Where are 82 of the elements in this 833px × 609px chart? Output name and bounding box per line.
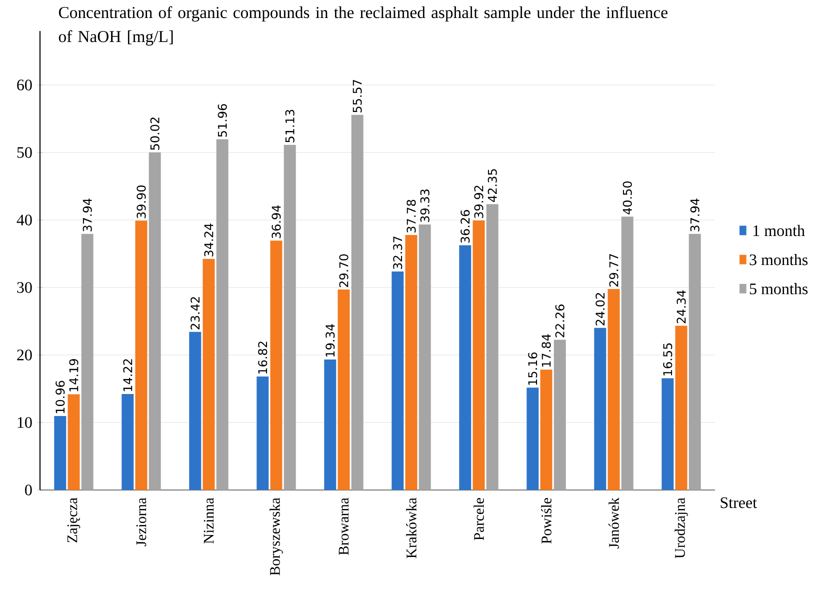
y-tick-label: 30	[17, 282, 32, 293]
bar	[189, 332, 202, 490]
data-label: 22.26	[555, 304, 564, 338]
bar	[122, 394, 134, 490]
legend-label: 5 months	[750, 283, 808, 294]
data-label: 14.22	[123, 359, 132, 392]
data-label: 37.78	[406, 200, 416, 232]
data-label: 36.26	[460, 210, 470, 243]
bar	[675, 326, 688, 490]
bar	[688, 234, 701, 490]
data-label: 29.70	[339, 254, 348, 288]
x-tick-label: Powiśle	[541, 498, 552, 544]
data-label: 42.35	[488, 169, 497, 202]
data-label: 50.02	[150, 118, 160, 150]
x-tick-label: Urodzajna	[674, 498, 688, 558]
bar	[256, 376, 269, 490]
bar	[540, 370, 552, 490]
x-tick-label: Nizinna	[204, 498, 214, 544]
bar	[472, 220, 485, 490]
data-label: 37.94	[690, 198, 700, 232]
y-tick-label: 0	[25, 484, 32, 496]
data-label: 32.37	[393, 236, 402, 269]
bar	[81, 234, 94, 490]
data-label: 14.19	[69, 359, 78, 392]
bar	[405, 234, 418, 490]
bar	[284, 144, 296, 490]
data-label: 39.92	[474, 186, 484, 218]
y-tick-label: 50	[17, 147, 32, 158]
bar	[135, 220, 148, 490]
data-label: 39.90	[136, 186, 146, 218]
bar	[54, 416, 66, 490]
bar	[338, 290, 350, 490]
bar	[459, 245, 472, 490]
bar	[68, 394, 80, 490]
bar	[216, 139, 228, 490]
x-tick-label: Krakówka	[406, 498, 416, 558]
bar	[324, 359, 336, 490]
y-tick-label: 60	[17, 80, 32, 90]
data-label: 39.33	[420, 190, 430, 222]
data-label: 51.96	[218, 104, 227, 137]
legend-label: 1 month	[754, 224, 805, 236]
data-label: 10.96	[56, 380, 65, 414]
bar	[621, 216, 634, 490]
x-axis-title: Street	[720, 497, 757, 508]
bar	[351, 114, 364, 490]
data-label: 55.57	[352, 80, 362, 112]
bar	[554, 340, 566, 490]
data-label: 36.94	[272, 205, 281, 238]
bar	[608, 289, 620, 490]
bar	[418, 224, 431, 490]
bar	[392, 271, 404, 490]
data-label: 16.82	[258, 342, 268, 374]
bar	[662, 378, 674, 490]
data-label: 19.34	[326, 324, 335, 357]
data-label: 23.42	[190, 297, 200, 330]
bar	[526, 388, 539, 490]
x-tick-label: Zajęcza	[67, 498, 80, 542]
x-tick-label: Parcele	[474, 498, 484, 540]
y-tick-label: 20	[17, 350, 32, 360]
bar	[148, 152, 161, 490]
x-tick-label: Janówek	[608, 498, 619, 549]
data-label: 15.16	[528, 352, 538, 385]
y-tick-label: 40	[16, 214, 32, 226]
y-tick-label: 10	[18, 417, 32, 428]
bar	[486, 204, 498, 490]
x-tick-label: Jeziorna	[136, 498, 146, 546]
bar	[270, 240, 282, 490]
data-label: 34.24	[204, 224, 214, 256]
legend-label: 3 months	[750, 254, 808, 266]
data-label: 16.55	[663, 343, 672, 376]
chart-title: Concentration of organic compounds in the reclaimed asphalt sample under the influence of NaOH [mg/L]	[58, 6, 668, 46]
data-label: 29.77	[609, 254, 618, 287]
data-label: 40.50	[622, 181, 632, 214]
data-label: 37.94	[82, 198, 92, 232]
x-tick-label: Boryszewska	[270, 498, 283, 576]
data-label: 24.34	[676, 290, 686, 324]
data-label: 17.84	[542, 334, 551, 367]
bar	[594, 328, 606, 490]
data-label: 51.13	[285, 110, 294, 142]
bar	[202, 258, 215, 490]
x-tick-label: Browarna	[338, 498, 349, 555]
data-label: 24.02	[596, 293, 605, 326]
